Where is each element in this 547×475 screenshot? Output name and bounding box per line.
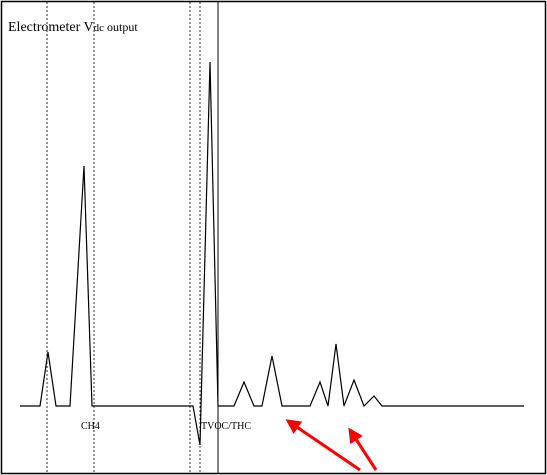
red-arrow-2 xyxy=(348,427,378,471)
title-suffix: output xyxy=(104,20,138,34)
title-subscript: dc xyxy=(94,22,105,34)
dotted-guide-lines xyxy=(46,2,201,473)
red-arrow-1 xyxy=(285,419,361,472)
peak-label-ch4: CH4 xyxy=(81,421,100,432)
annotation-arrows xyxy=(285,419,378,472)
title-main: Electrometer V xyxy=(8,20,94,35)
chart-title: Electrometer Vdc output xyxy=(8,20,138,35)
signal-trace xyxy=(20,61,524,446)
peak-label-tvoc: TVOC/THC xyxy=(201,421,251,432)
